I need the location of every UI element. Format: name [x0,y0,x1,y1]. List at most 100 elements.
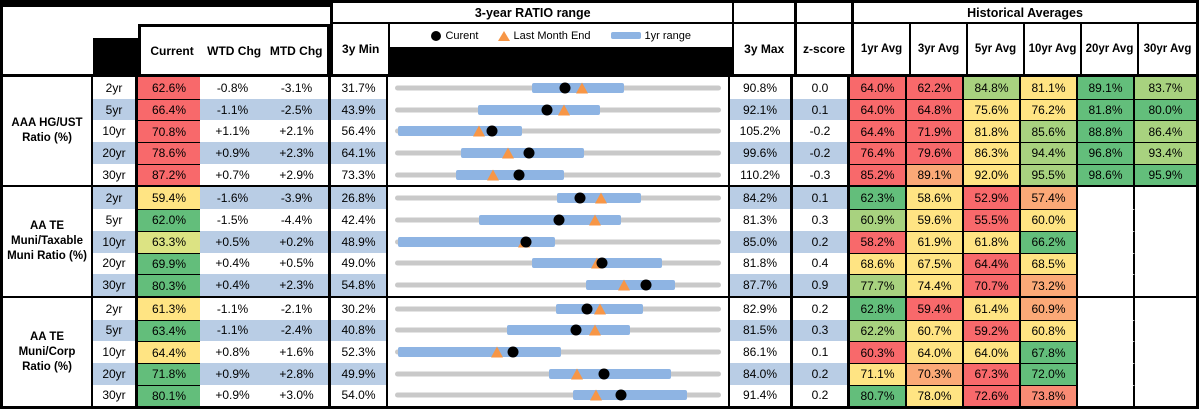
historical-averages-section: Historical Averages 1yr Avg 3yr Avg 5yr … [854,3,1196,74]
3y-min-value: 54.0% [331,384,388,407]
historical-avg-value: 80.0% [1135,98,1196,121]
col-header-current: Current [150,43,194,58]
z-score-value: 0.2 [793,297,850,320]
current-value: 70.8% [138,120,200,143]
range-plot [398,253,718,275]
mtd-chg-value: +1.6% [265,341,331,363]
historical-avg-value: 78.0% [907,384,964,407]
historical-avg-value: 60.8% [1021,319,1078,342]
mtd-chg-value: +0.2% [265,230,331,253]
1yr-range-bar [398,236,555,247]
range-plot [398,120,718,142]
historical-avg-value: 72.0% [1021,362,1078,385]
table-row: 5yr 62.0% -1.5% -4.4% 42.4% 81.3% 0.3 60… [93,209,1196,231]
1yr-range-bar [478,214,621,225]
historical-avg-value: 62.2% [850,319,907,342]
historical-avg-value [1135,362,1196,385]
3y-max-value: 85.0% [730,230,793,253]
z-score-value: 0.3 [793,319,850,342]
mtd-chg-value: -3.9% [265,187,331,210]
historical-avg-value: 62.3% [850,187,907,210]
last-month-triangle-icon [498,30,511,41]
col-header-3y-min: 3y Min [333,24,391,74]
wtd-chg-value: +0.9% [200,362,265,385]
historical-avg-value: 59.4% [907,297,964,320]
table-row: 2yr 61.3% -1.1% -2.1% 30.2% 82.9% 0.2 62… [93,297,1196,320]
historical-avg-value: 55.5% [964,209,1021,231]
legend-range-label: 1yr range [644,29,692,42]
3y-min-value: 26.8% [331,187,388,210]
chart-legend: Curent Last Month End 1yr range [390,24,732,47]
col-header-wtd-chg: WTD Chg [207,43,262,58]
mtd-chg-value: -2.4% [265,319,331,342]
mtd-chg-value: +0.5% [265,252,331,275]
chart-header-section: 3-year RATIO range 3y Min Curent Last Mo… [333,3,735,74]
wtd-chg-value: -1.5% [216,212,249,227]
historical-avg-value: 60.0% [1021,209,1078,231]
ratio-group: AA TE Muni/Corp Ratio (%) 2yr 61.3% -1.1… [3,297,1196,407]
current-marker [581,303,593,315]
current-value: 78.6% [138,142,200,164]
current-marker [553,214,565,226]
historical-avg-value: 60.7% [907,319,964,342]
legend-black-strip [390,47,733,74]
range-plot [398,99,718,121]
historical-avg-value [1135,384,1196,407]
z-score-value: -0.2 [793,120,850,143]
ratio-range-chart [388,98,730,121]
current-value: 87.2% [138,163,200,186]
historical-avg-value: 86.4% [1135,120,1196,143]
historical-avg-value: 76.4% [850,142,907,164]
legend-item-1yr-range: 1yr range [610,29,692,42]
historical-avg-value: 70.3% [907,362,964,385]
table-row: 10yr 63.3% +0.5% +0.2% 48.9% 85.0% 0.2 5… [93,230,1196,253]
3y-max-value: 81.8% [730,252,793,275]
historical-avg-value [1078,187,1135,210]
max-column-header: 3y Max [734,3,798,74]
historical-avg-value: 68.5% [1021,252,1078,275]
ratio-range-chart [388,187,730,210]
historical-avg-value: 62.2% [907,77,964,99]
current-value: 62.6% [138,77,200,99]
historical-avg-value [1135,252,1196,275]
table-row: 5yr 66.4% -1.1% -2.5% 43.9% 92.1% 0.1 64… [93,98,1196,121]
historical-avg-value: 77.7% [850,274,907,296]
historical-avg-value [1135,230,1196,253]
historical-avg-value [1078,297,1135,320]
historical-avg-value: 64.0% [850,77,907,99]
ratio-range-chart [388,142,730,164]
historical-avg-value: 64.0% [850,98,907,121]
table-row: 30yr 87.2% +0.7% +2.9% 73.3% 110.2% -0.3… [93,163,1196,186]
historical-avg-value [1078,362,1135,385]
historical-avg-value: 80.7% [850,384,907,407]
historical-avg-value: 93.4% [1135,142,1196,164]
historical-avg-value: 64.8% [907,98,964,121]
historical-avg-value: 58.2% [850,230,907,253]
current-value: 80.3% [138,274,200,296]
historical-avg-value [1078,319,1135,342]
current-value: 63.4% [138,319,200,342]
tenor-label: 10yr [93,120,138,143]
historical-avg-value: 67.8% [1021,341,1078,363]
3y-min-value: 52.3% [331,341,388,363]
1yr-range-bar [506,325,630,336]
1yr-range-bar [456,169,564,180]
3y-min-value: 56.4% [331,120,388,143]
historical-avg-value [1135,187,1196,210]
legend-item-current: Curent [431,30,478,42]
current-marker [507,346,519,358]
1yr-range-bar [549,368,672,379]
z-score-value: 0.1 [793,341,850,363]
range-bar-icon [610,32,641,39]
current-marker [598,368,609,380]
z-score-value: 0.1 [793,187,850,210]
historical-avg-value: 67.3% [964,362,1021,385]
tenor-label: 2yr [93,187,138,210]
ratio-range-chart [388,230,730,253]
current-marker [486,125,498,137]
last-month-end-marker [593,303,606,315]
3y-max-value: 90.8% [730,77,793,99]
current-dot-icon [431,30,442,41]
historical-avg-value: 71.9% [907,120,964,143]
range-plot [398,298,718,320]
